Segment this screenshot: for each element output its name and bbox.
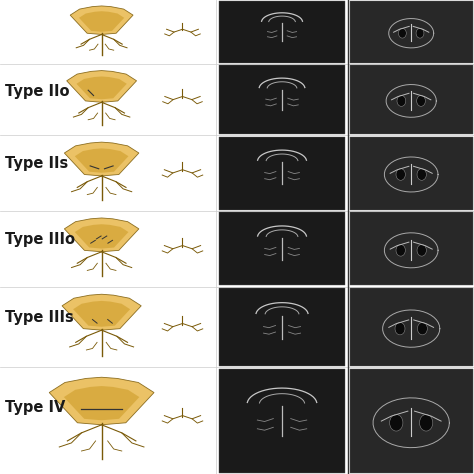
FancyBboxPatch shape (350, 137, 473, 210)
Polygon shape (49, 377, 154, 425)
Ellipse shape (399, 28, 406, 38)
Ellipse shape (417, 245, 427, 256)
Polygon shape (64, 218, 139, 252)
FancyBboxPatch shape (0, 367, 216, 474)
FancyBboxPatch shape (219, 137, 345, 210)
Polygon shape (73, 301, 130, 327)
Ellipse shape (396, 169, 405, 180)
Ellipse shape (396, 245, 405, 256)
Ellipse shape (390, 414, 403, 431)
FancyBboxPatch shape (219, 212, 345, 285)
Text: Type IV: Type IV (5, 401, 65, 415)
FancyBboxPatch shape (0, 0, 216, 64)
Polygon shape (75, 224, 128, 248)
FancyBboxPatch shape (350, 1, 473, 63)
FancyBboxPatch shape (0, 211, 216, 287)
Ellipse shape (395, 322, 405, 335)
FancyBboxPatch shape (0, 135, 216, 211)
FancyBboxPatch shape (350, 288, 473, 366)
Ellipse shape (419, 414, 433, 431)
Ellipse shape (417, 169, 427, 180)
Polygon shape (64, 386, 139, 420)
Text: Type IIIs: Type IIIs (5, 310, 73, 325)
Polygon shape (62, 294, 141, 330)
FancyBboxPatch shape (219, 288, 345, 366)
Ellipse shape (397, 95, 406, 106)
FancyBboxPatch shape (219, 369, 345, 473)
FancyBboxPatch shape (219, 1, 345, 63)
FancyBboxPatch shape (219, 65, 345, 134)
FancyBboxPatch shape (0, 64, 216, 135)
FancyBboxPatch shape (350, 65, 473, 134)
FancyBboxPatch shape (350, 212, 473, 285)
FancyBboxPatch shape (350, 369, 473, 473)
Text: Type IIo: Type IIo (5, 83, 69, 99)
Text: Type IIs: Type IIs (5, 156, 68, 172)
Polygon shape (75, 148, 128, 173)
Ellipse shape (417, 95, 425, 106)
Polygon shape (67, 71, 137, 102)
Text: Type IIIo: Type IIIo (5, 232, 75, 247)
Polygon shape (76, 76, 127, 99)
Ellipse shape (418, 322, 428, 335)
Polygon shape (64, 142, 139, 176)
Polygon shape (70, 6, 133, 35)
Ellipse shape (416, 28, 424, 38)
FancyBboxPatch shape (0, 287, 216, 367)
Polygon shape (79, 11, 124, 32)
